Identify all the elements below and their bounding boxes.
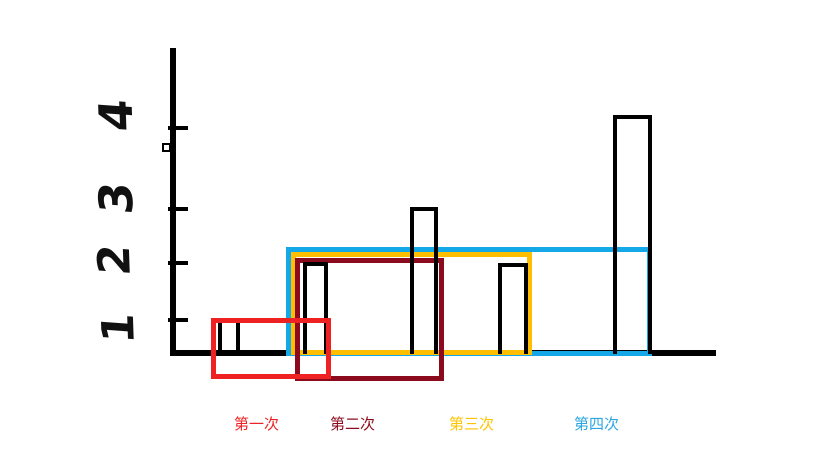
y-axis-label-4: 4 <box>88 97 144 133</box>
y-axis-label-3: 3 <box>88 180 144 216</box>
y-axis-line <box>170 48 176 356</box>
histogram-bar-2[interactable] <box>303 262 328 354</box>
legend-item-first[interactable]: 第一次 <box>234 415 280 433</box>
legend-item-third[interactable]: 第三次 <box>449 415 495 433</box>
y-axis-label-2: 2 <box>88 242 141 278</box>
y-axis-tick-1 <box>168 318 188 322</box>
legend-item-second[interactable]: 第二次 <box>330 415 376 433</box>
histogram-bar-4[interactable] <box>498 263 528 354</box>
legend-item-fourth[interactable]: 第四次 <box>574 415 620 433</box>
y-axis-square-marker <box>162 143 171 152</box>
y-axis-label-1: 1 <box>92 310 145 346</box>
y-axis-tick-2 <box>168 261 188 265</box>
histogram-bar-3[interactable] <box>410 207 438 354</box>
legend: 第一次 第二次 第三次 第四次 <box>0 414 817 444</box>
histogram-bar-5[interactable] <box>613 115 652 354</box>
group-rect-first[interactable] <box>211 318 331 379</box>
y-axis-tick-4 <box>168 126 188 130</box>
y-axis-tick-3 <box>168 207 188 211</box>
